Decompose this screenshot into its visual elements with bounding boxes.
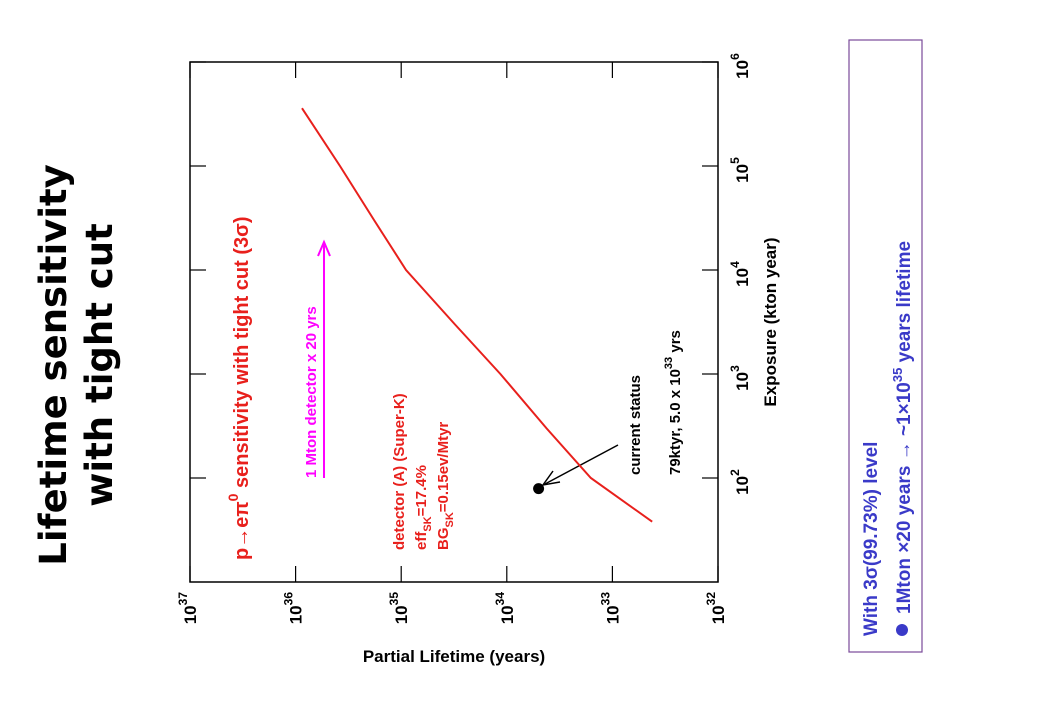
chart: Exposure (kton year) Partial Lifetime (y… <box>176 53 780 666</box>
plot-frame <box>189 61 719 583</box>
y-tick-exponent: 35 <box>387 592 401 606</box>
x-tick-base: 10 <box>733 268 752 287</box>
y-tick-exponent: 32 <box>704 592 718 606</box>
bullet <box>896 624 908 636</box>
annotation-part: p→eπ <box>231 501 253 560</box>
x-tick-exponent: 3 <box>728 365 742 372</box>
x-tick-base: 10 <box>733 164 752 183</box>
y-tick-label: 1037 <box>176 592 200 625</box>
y-tick-exponent: 36 <box>282 592 296 606</box>
y-tick-exponent: 37 <box>176 592 190 606</box>
arrow-head <box>317 239 331 257</box>
annotation-part: =17.4% <box>413 465 430 516</box>
arrow <box>544 444 619 485</box>
x-tick-base: 10 <box>733 60 752 79</box>
annotation: effSK=17.4% <box>413 465 434 550</box>
y-tick-base: 10 <box>709 605 728 624</box>
x-axis-label: Exposure (kton year) <box>761 237 780 406</box>
y-tick-exponent: 33 <box>598 592 612 606</box>
note-part: years lifetime <box>894 241 915 368</box>
annotation-part: eff <box>413 531 430 550</box>
note-part: 1Mton ×20 years → ~1×10 <box>894 382 915 614</box>
y-axis-label: Partial Lifetime (years) <box>363 647 545 666</box>
x-tick-exponent: 4 <box>728 261 742 268</box>
annotation: 79ktyr, 5.0 x 1033 yrs <box>663 330 684 475</box>
annotation-part: BG <box>435 528 452 551</box>
annotation-part: yrs <box>667 330 684 357</box>
x-tick-exponent: 6 <box>728 53 742 60</box>
x-tick-label: 105 <box>728 157 752 183</box>
y-tick-label: 1036 <box>282 592 306 625</box>
x-tick-label: 103 <box>728 365 752 391</box>
y-tick-label: 1033 <box>598 592 622 625</box>
annotation: p→eπ0 sensitivity with tight cut (3σ) <box>225 217 253 560</box>
note-line: With 3σ(99.73%) level <box>861 442 882 636</box>
annotation: detector (A) (Super-K) <box>391 393 408 550</box>
y-tick-base: 10 <box>392 605 411 624</box>
annotation-sup: 0 <box>225 493 241 501</box>
annotation-sub: SK <box>422 516 434 531</box>
x-tick-base: 10 <box>733 476 752 495</box>
annotation: 1 Mton detector x 20 yrs <box>303 306 320 478</box>
arrow-head <box>541 470 561 487</box>
series-line <box>301 107 653 523</box>
x-tick-label: 106 <box>728 53 752 79</box>
y-tick-label: 1034 <box>493 592 517 625</box>
annotation-sup: 33 <box>663 357 675 369</box>
x-tick-label: 104 <box>728 261 752 287</box>
annotation-part: 79ktyr, 5.0 x 10 <box>667 369 684 475</box>
annotation-sub: SK <box>444 512 456 527</box>
y-tick-base: 10 <box>181 605 200 624</box>
x-tick-label: 102 <box>728 469 752 495</box>
note-line: 1Mton ×20 years → ~1×1035 years lifetime <box>890 241 915 614</box>
y-tick-base: 10 <box>287 605 306 624</box>
annotation-part: =0.15ev/Mtyr <box>435 422 452 513</box>
title-line: Lifetime sensitivity <box>32 164 75 566</box>
x-tick-exponent: 5 <box>728 157 742 164</box>
title-line: with tight cut <box>78 223 121 507</box>
y-tick-base: 10 <box>603 605 622 624</box>
note-sup: 35 <box>890 368 905 382</box>
annotation: BGSK=0.15ev/Mtyr <box>435 422 456 550</box>
y-tick-label: 1035 <box>387 592 411 625</box>
x-tick-base: 10 <box>733 372 752 391</box>
note-box <box>848 39 923 653</box>
y-tick-exponent: 34 <box>493 592 507 606</box>
annotation: current status <box>627 375 644 475</box>
y-tick-base: 10 <box>498 605 517 624</box>
y-tick-label: 1032 <box>704 592 728 625</box>
annotation-part: sensitivity with tight cut (3σ) <box>231 217 253 494</box>
data-point <box>533 483 545 495</box>
x-tick-exponent: 2 <box>728 469 742 476</box>
